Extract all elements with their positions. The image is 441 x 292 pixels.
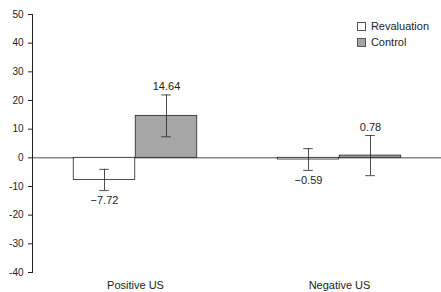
svg-text:50: 50 (12, 9, 24, 20)
svg-text:-10: -10 (9, 181, 24, 192)
svg-text:−7.72: −7.72 (91, 194, 119, 206)
svg-text:Positive US: Positive US (107, 279, 164, 291)
svg-text:0.78: 0.78 (360, 121, 381, 133)
svg-text:20: 20 (12, 95, 24, 106)
svg-text:-40: -40 (9, 267, 24, 278)
html-text:Revaluation: Revaluation (370, 20, 429, 32)
svg-text:40: 40 (12, 37, 24, 48)
svg-text:0: 0 (18, 152, 24, 163)
svg-text:30: 30 (12, 66, 24, 77)
svg-text:10: 10 (12, 123, 24, 134)
svg-text:-20: -20 (9, 209, 24, 220)
svg-text:Negative US: Negative US (309, 279, 371, 291)
svg-text:-30: -30 (9, 238, 24, 249)
svg-text:−0.59: −0.59 (295, 174, 323, 186)
svg-text:14.64: 14.64 (153, 80, 181, 92)
html-text:Control: Control (370, 36, 407, 48)
